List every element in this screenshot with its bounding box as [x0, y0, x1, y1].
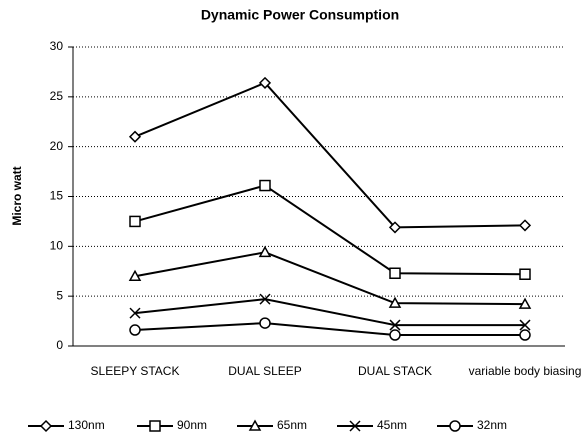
- marker: [389, 267, 401, 279]
- line: [134, 184, 526, 276]
- marker: [248, 419, 262, 431]
- marker: [388, 221, 402, 234]
- marker: [518, 219, 532, 232]
- y-tick-label: 10: [50, 239, 64, 253]
- y-tick-label: 15: [50, 189, 64, 203]
- x-tick-group: SLEEPY STACK: [90, 364, 180, 378]
- x-tick-group: variable body biasing: [468, 364, 582, 378]
- x-tick-label: SLEEPY STACK: [90, 364, 180, 378]
- x-tick-group: DUAL SLEEP: [228, 364, 302, 378]
- legend-label: 45nm: [377, 418, 407, 432]
- y-axis-label: Micro watt: [10, 166, 24, 225]
- marker: [149, 420, 161, 432]
- marker: [129, 324, 141, 336]
- marker: [128, 269, 142, 281]
- marker: [389, 329, 401, 341]
- line: [134, 81, 526, 229]
- line: [134, 322, 525, 337]
- marker: [389, 319, 401, 331]
- marker: [128, 130, 142, 143]
- marker: [39, 419, 53, 433]
- marker: [519, 268, 531, 280]
- x-tick-label: DUAL SLEEP: [228, 364, 302, 378]
- marker: [449, 420, 461, 432]
- chart-title: Dynamic Power Consumption: [201, 7, 399, 23]
- y-tick-label: 0: [56, 338, 63, 352]
- marker: [258, 76, 272, 89]
- legend-label: 65nm: [277, 418, 307, 432]
- marker: [259, 293, 271, 305]
- marker: [129, 307, 141, 319]
- legend-label: 90nm: [177, 418, 207, 432]
- x-tick-group: DUAL STACK: [357, 364, 432, 378]
- marker: [519, 319, 531, 331]
- line: [134, 298, 525, 327]
- y-tick-label: 5: [56, 288, 63, 302]
- marker: [388, 296, 402, 308]
- marker: [259, 179, 271, 192]
- x-tick-label: DUAL STACK: [357, 364, 432, 378]
- legend-label: 32nm: [477, 418, 507, 432]
- marker: [129, 215, 141, 228]
- y-tick-label: 25: [50, 89, 64, 103]
- legend-label: 130nm: [68, 418, 105, 432]
- marker: [518, 297, 532, 309]
- y-tick-label: 30: [50, 39, 64, 53]
- marker: [519, 329, 531, 341]
- y-tick-label: 20: [50, 139, 64, 153]
- marker: [258, 245, 272, 258]
- line: [134, 251, 526, 306]
- x-tick-label: variable body biasing: [468, 364, 582, 378]
- marker: [259, 317, 271, 329]
- marker: [349, 420, 361, 432]
